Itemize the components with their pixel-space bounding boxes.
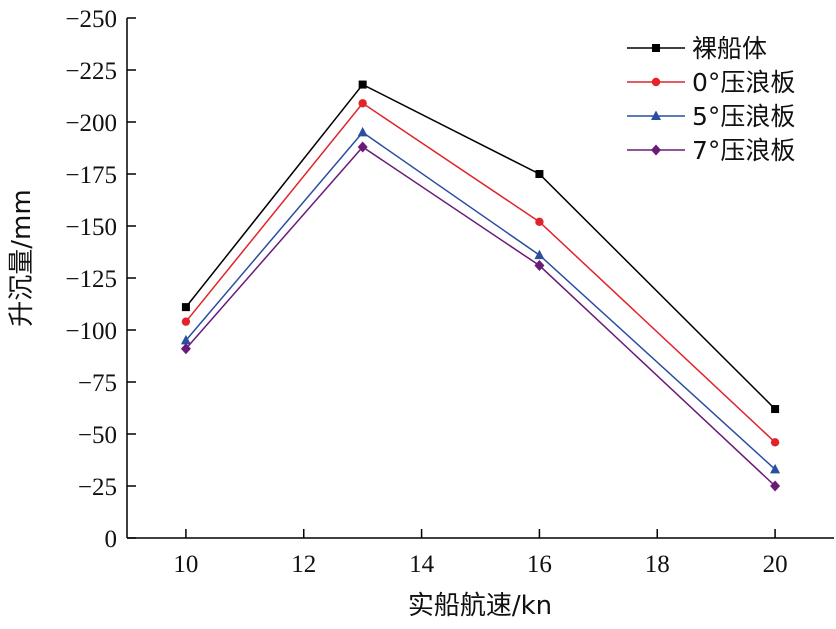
y-tick-label: −50 (78, 422, 117, 449)
series-layer (180, 80, 781, 492)
data-point (357, 126, 368, 137)
series-line (185, 131, 776, 470)
data-point (180, 343, 191, 355)
legend-marker (652, 44, 660, 52)
x-tick-label: 20 (763, 551, 788, 578)
data-point (770, 463, 781, 474)
y-axis-title: 升沉量/mm (7, 189, 37, 326)
series-line (185, 83, 776, 410)
data-point (181, 317, 191, 326)
x-tick-label: 18 (645, 551, 670, 578)
data-point (534, 260, 545, 272)
data-point (357, 141, 368, 153)
legend-entry: 0°压浪板 (627, 68, 795, 97)
data-point (770, 438, 780, 447)
series-4 (180, 141, 781, 492)
series-line (185, 102, 776, 443)
series-3 (180, 126, 781, 474)
x-ticks: 10 12 14 16 18 20 (173, 529, 788, 578)
legend-label: 0°压浪板 (692, 68, 795, 97)
y-tick-label: −225 (65, 58, 117, 85)
legend-marker (651, 144, 661, 156)
data-point (358, 99, 367, 108)
y-tick-label: −250 (65, 6, 117, 33)
data-point (181, 303, 190, 312)
series-2 (181, 99, 780, 447)
x-axis-title: 实船航速/kn (408, 591, 552, 621)
plot-area: 0 −25 −50 −75 −100 −125 −150 −175 −200 −225 −250 1… (65, 6, 834, 578)
data-point (771, 405, 780, 414)
x-tick-label: 10 (173, 551, 198, 578)
data-point (358, 80, 367, 89)
y-ticks: 0 −25 −50 −75 −100 −125 −150 −175 −200 −225 −250 (65, 6, 136, 553)
x-tick-label: 12 (291, 551, 316, 578)
data-point (535, 170, 544, 178)
y-tick-label: 0 (105, 526, 118, 553)
legend-entry: 7°压浪板 (627, 136, 795, 165)
y-tick-label: −175 (65, 162, 117, 189)
y-tick-label: −125 (65, 266, 117, 293)
series-1 (181, 80, 780, 414)
legend-label: 7°压浪板 (692, 136, 795, 165)
legend: 裸船体 0°压浪板 5°压浪板 7°压浪板 (627, 34, 795, 165)
legend-entry: 裸船体 (627, 34, 767, 63)
legend-label: 裸船体 (692, 34, 767, 63)
data-point (180, 334, 191, 345)
legend-label: 5°压浪板 (692, 102, 795, 131)
legend-marker (651, 110, 661, 120)
series-line (185, 145, 776, 487)
legend-marker (651, 77, 661, 87)
x-tick-label: 14 (409, 551, 435, 578)
legend-entry: 5°压浪板 (627, 102, 795, 131)
data-point (770, 480, 781, 492)
y-tick-label: −75 (78, 370, 117, 397)
data-point (535, 217, 544, 227)
y-tick-label: −25 (78, 474, 117, 501)
y-tick-label: −200 (65, 110, 117, 137)
y-tick-label: −150 (65, 214, 117, 241)
x-tick-label: 16 (527, 551, 552, 578)
data-point (534, 249, 545, 260)
y-tick-label: −100 (65, 318, 117, 345)
